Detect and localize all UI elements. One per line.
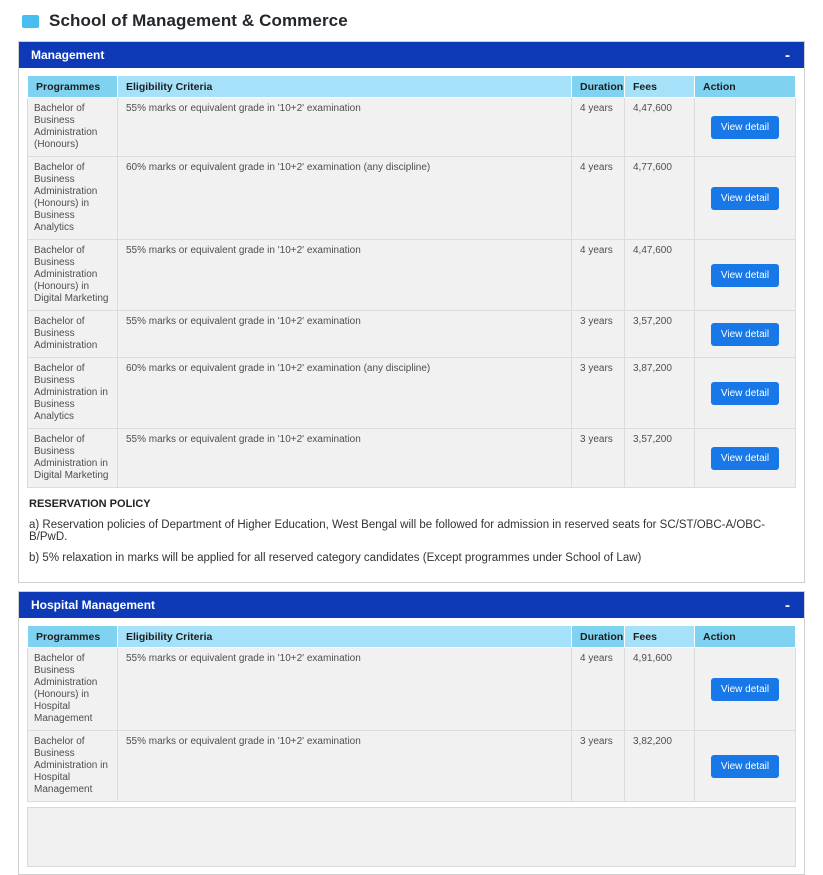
eligibility-cell: 55% marks or equivalent grade in '10+2' … [117,428,572,488]
column-header: Eligibility Criteria [117,625,572,648]
table-row: Bachelor of Business Administration (Hon… [27,97,796,157]
section-card: Hospital Management - Programmes Eligibil… [18,591,805,875]
fees-cell: 4,47,600 [624,97,695,157]
reservation-policy: RESERVATION POLICY a) Reservation polici… [27,488,796,575]
view-detail-button[interactable]: View detail [710,677,780,701]
programmes-table: Programmes Eligibility Criteria Duration Fe… [27,625,796,802]
programme-cell: Bachelor of Business Administration (Hon… [27,647,118,731]
table-body: Bachelor of Business Administration (Hon… [27,647,796,802]
duration-cell: 3 years [571,357,625,429]
table-header-row: Programmes Eligibility Criteria Duration Fe… [27,625,796,648]
programme-cell: Bachelor of Business Administration (Hon… [27,156,118,240]
column-header: Duration [571,75,625,98]
section-card: Management - Programmes Eligibility Crite… [18,41,805,583]
column-header: Duration [571,625,625,648]
cutoff-content-stub [27,807,796,867]
programme-cell: Bachelor of Business Administration in H… [27,730,118,802]
programme-cell: Bachelor of Business Administration in B… [27,357,118,429]
table-row: Bachelor of Business Administration (Hon… [27,156,796,240]
programme-cell: Bachelor of Business Administration (Hon… [27,239,118,311]
action-cell: View detail [694,310,796,358]
reservation-policy-line: b) 5% relaxation in marks will be applie… [29,552,642,564]
view-detail-button[interactable]: View detail [710,446,780,470]
view-detail-button[interactable]: View detail [710,115,780,139]
programme-cell: Bachelor of Business Administration [27,310,118,358]
table-body: Bachelor of Business Administration (Hon… [27,97,796,488]
programmes-table: Programmes Eligibility Criteria Duration Fe… [27,75,796,488]
table-row: Bachelor of Business Administration in D… [27,428,796,488]
table-row: Bachelor of Business Administration 55% … [27,310,796,358]
duration-cell: 3 years [571,310,625,358]
fees-cell: 3,87,200 [624,357,695,429]
table-row: Bachelor of Business Administration in H… [27,730,796,802]
action-cell: View detail [694,730,796,802]
sections-container: Management - Programmes Eligibility Crite… [0,41,823,875]
column-header: Programmes [27,75,118,98]
eligibility-cell: 55% marks or equivalent grade in '10+2' … [117,730,572,802]
programme-cell: Bachelor of Business Administration in D… [27,428,118,488]
fees-cell: 3,57,200 [624,428,695,488]
duration-cell: 3 years [571,730,625,802]
fees-cell: 3,57,200 [624,310,695,358]
table-row: Bachelor of Business Administration in B… [27,357,796,429]
eligibility-cell: 55% marks or equivalent grade in '10+2' … [117,310,572,358]
fees-cell: 4,47,600 [624,239,695,311]
action-cell: View detail [694,156,796,240]
action-cell: View detail [694,647,796,731]
reservation-policy-line: a) Reservation policies of Department of… [29,519,766,543]
view-detail-button[interactable]: View detail [710,186,780,210]
section-header-bar[interactable]: Hospital Management - [19,592,804,618]
duration-cell: 4 years [571,97,625,157]
column-header: Action [694,625,796,648]
eligibility-cell: 55% marks or equivalent grade in '10+2' … [117,647,572,731]
duration-cell: 3 years [571,428,625,488]
duration-cell: 4 years [571,647,625,731]
section-title: Management [31,48,105,62]
school-section-icon [22,14,39,28]
eligibility-cell: 55% marks or equivalent grade in '10+2' … [117,97,572,157]
action-cell: View detail [694,97,796,157]
fees-cell: 3,82,200 [624,730,695,802]
action-cell: View detail [694,428,796,488]
column-header: Programmes [27,625,118,648]
view-detail-button[interactable]: View detail [710,263,780,287]
section-header-bar[interactable]: Management - [19,42,804,68]
action-cell: View detail [694,357,796,429]
column-header: Fees [624,75,695,98]
column-header: Fees [624,625,695,648]
view-detail-button[interactable]: View detail [710,754,780,778]
collapse-minus-icon[interactable]: - [785,46,790,64]
table-row: Bachelor of Business Administration (Hon… [27,239,796,311]
action-cell: View detail [694,239,796,311]
column-header: Action [694,75,796,98]
section-title: Hospital Management [31,598,156,612]
reservation-policy-heading: RESERVATION POLICY [29,498,151,510]
fees-cell: 4,77,600 [624,156,695,240]
table-row: Bachelor of Business Administration (Hon… [27,647,796,731]
page-title: School of Management & Commerce [49,11,348,30]
eligibility-cell: 55% marks or equivalent grade in '10+2' … [117,239,572,311]
view-detail-button[interactable]: View detail [710,322,780,346]
fees-cell: 4,91,600 [624,647,695,731]
table-header-row: Programmes Eligibility Criteria Duration Fe… [27,75,796,98]
eligibility-cell: 60% marks or equivalent grade in '10+2' … [117,357,572,429]
section-body: Programmes Eligibility Criteria Duration Fe… [19,68,804,582]
duration-cell: 4 years [571,156,625,240]
duration-cell: 4 years [571,239,625,311]
column-header: Eligibility Criteria [117,75,572,98]
programme-cell: Bachelor of Business Administration (Hon… [27,97,118,157]
view-detail-button[interactable]: View detail [710,381,780,405]
collapse-minus-icon[interactable]: - [785,596,790,614]
eligibility-cell: 60% marks or equivalent grade in '10+2' … [117,156,572,240]
page-header: School of Management & Commerce [22,11,805,31]
section-body: Programmes Eligibility Criteria Duration Fe… [19,618,804,874]
